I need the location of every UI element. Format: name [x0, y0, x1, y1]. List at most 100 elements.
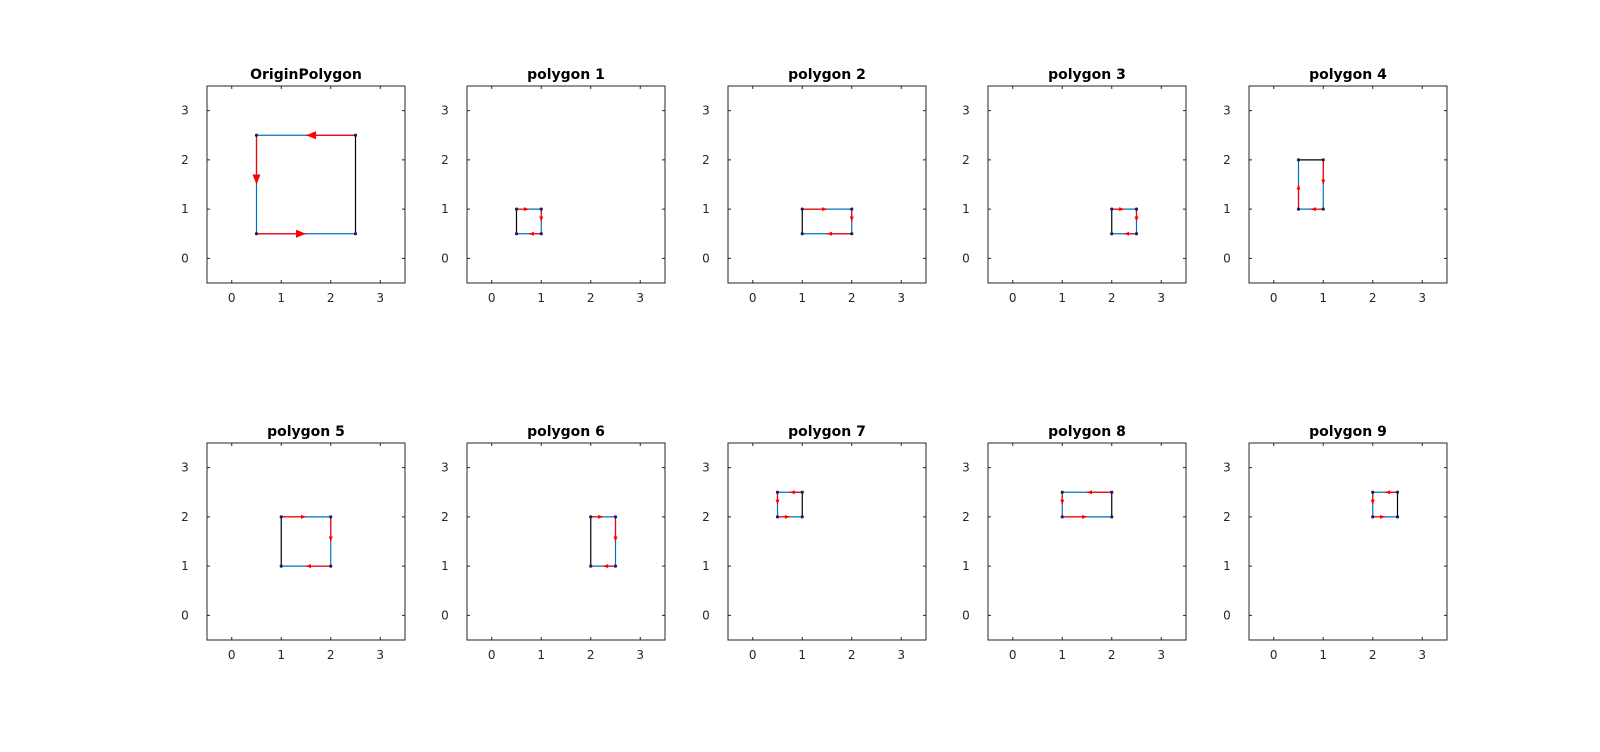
- y-tick-label: 3: [962, 104, 970, 118]
- subplot-7: 0 1 2 3 0 1 2 3 polygon 7: [702, 424, 927, 662]
- x-tick-label: 2: [848, 291, 856, 305]
- direction-arrow-head: [1370, 499, 1375, 505]
- polygon-vertex: [1371, 490, 1375, 494]
- polygon-vertex: [1060, 490, 1064, 494]
- y-tick-label: 0: [181, 608, 189, 622]
- subplot-title: polygon 6: [527, 424, 605, 440]
- y-tick-label: 3: [962, 461, 970, 475]
- direction-arrow-head: [1385, 490, 1391, 495]
- subplot-title: polygon 1: [527, 67, 605, 83]
- polygon-vertex: [800, 232, 804, 236]
- x-tick-label: 1: [798, 291, 806, 305]
- polygon-vertex: [613, 564, 618, 568]
- polygon-vertex: [1110, 207, 1114, 211]
- polygon-vertex: [1371, 515, 1375, 519]
- subplot-9: 0 1 2 3 0 1 2 3 polygon 9: [1223, 424, 1448, 662]
- y-tick-label: 2: [702, 153, 710, 167]
- y-tick-label: 0: [1223, 608, 1231, 622]
- x-tick-label: 2: [327, 648, 335, 662]
- direction-arrow-head: [822, 207, 827, 212]
- direction-arrow-head: [775, 499, 780, 505]
- polygon-vertex: [329, 515, 333, 519]
- x-tick-label: 0: [1009, 648, 1017, 662]
- y-tick-label: 1: [441, 559, 449, 573]
- x-tick-label: 1: [277, 648, 285, 662]
- x-tick-label: 2: [848, 648, 856, 662]
- y-tick-label: 3: [181, 461, 189, 475]
- direction-arrow-head: [613, 536, 618, 542]
- polygon-vertex: [254, 133, 259, 137]
- direction-arrow-head: [1087, 490, 1092, 495]
- subplot-title: OriginPolygon: [250, 67, 362, 83]
- direction-arrow-head: [301, 514, 306, 519]
- direction-arrow-head: [523, 207, 529, 212]
- y-tick-label: 3: [181, 104, 189, 118]
- direction-arrow-head: [598, 514, 604, 519]
- polygon-vertex: [514, 207, 519, 211]
- subplot-title: polygon 4: [1309, 67, 1387, 83]
- x-tick-label: 0: [488, 291, 496, 305]
- polygon-vertex: [329, 564, 333, 568]
- x-tick-label: 3: [1418, 291, 1426, 305]
- x-tick-label: 0: [749, 648, 757, 662]
- y-tick-label: 0: [441, 251, 449, 265]
- polygon-vertex: [1321, 207, 1325, 211]
- x-tick-label: 1: [537, 648, 545, 662]
- direction-arrow-head: [1310, 207, 1316, 212]
- x-tick-label: 1: [798, 648, 806, 662]
- polygon-vertex: [775, 515, 780, 519]
- x-tick-label: 0: [1270, 648, 1278, 662]
- polygon-vertex: [800, 490, 804, 494]
- axes-box: [206, 442, 406, 641]
- polygon-vertex: [279, 564, 283, 568]
- x-tick-label: 2: [327, 291, 335, 305]
- x-tick-label: 3: [897, 291, 905, 305]
- axes-box: [466, 85, 666, 284]
- x-tick-label: 1: [1058, 291, 1066, 305]
- y-tick-label: 0: [441, 608, 449, 622]
- x-tick-label: 3: [1157, 648, 1165, 662]
- subplot-4: 0 1 2 3 0 1 2 3 polygon 4: [1223, 67, 1448, 305]
- y-tick-label: 1: [1223, 559, 1231, 573]
- subplot-8: 0 1 2 3 0 1 2 3 polygon 8: [962, 424, 1187, 662]
- y-tick-label: 0: [702, 608, 710, 622]
- x-tick-label: 0: [488, 648, 496, 662]
- polygon-vertex: [539, 207, 543, 211]
- y-tick-label: 1: [441, 202, 449, 216]
- y-tick-label: 2: [1223, 510, 1231, 524]
- y-tick-label: 3: [1223, 461, 1231, 475]
- subplot-grid: 0 1 2 3 0 1 2 3 OriginPolygon 0 1 2 3 0 1 2 3 polygon 1 0 1…: [181, 67, 1448, 662]
- y-tick-label: 1: [181, 559, 189, 573]
- subplot-title: polygon 8: [1048, 424, 1126, 440]
- y-tick-label: 2: [962, 510, 970, 524]
- direction-arrow-head: [1119, 207, 1125, 212]
- direction-arrow-head: [306, 564, 311, 569]
- y-tick-label: 2: [702, 510, 710, 524]
- direction-arrow-head: [539, 216, 544, 222]
- polygon-vertex: [514, 232, 519, 236]
- x-tick-label: 0: [749, 291, 757, 305]
- y-tick-label: 0: [962, 608, 970, 622]
- y-tick-label: 2: [441, 510, 449, 524]
- polygon-vertex: [353, 232, 358, 236]
- x-tick-label: 1: [277, 291, 285, 305]
- polygon-vertex: [850, 232, 854, 236]
- axes-box: [1248, 85, 1448, 284]
- axes-box: [727, 85, 927, 284]
- axes-box: [987, 85, 1187, 284]
- x-tick-label: 2: [1369, 291, 1377, 305]
- x-tick-label: 0: [228, 291, 236, 305]
- polygon-vertex: [1060, 515, 1064, 519]
- x-tick-label: 3: [1157, 291, 1165, 305]
- y-tick-label: 2: [181, 510, 189, 524]
- x-tick-label: 1: [1319, 291, 1327, 305]
- subplot-title: polygon 9: [1309, 424, 1387, 440]
- direction-arrow-head: [789, 490, 795, 495]
- polygon-vertex: [850, 207, 854, 211]
- direction-arrow-head: [328, 536, 333, 542]
- direction-arrow-head: [1296, 184, 1301, 190]
- polygon-vertex: [613, 515, 618, 519]
- x-tick-label: 2: [1108, 648, 1116, 662]
- x-tick-label: 2: [1369, 648, 1377, 662]
- y-tick-label: 2: [181, 153, 189, 167]
